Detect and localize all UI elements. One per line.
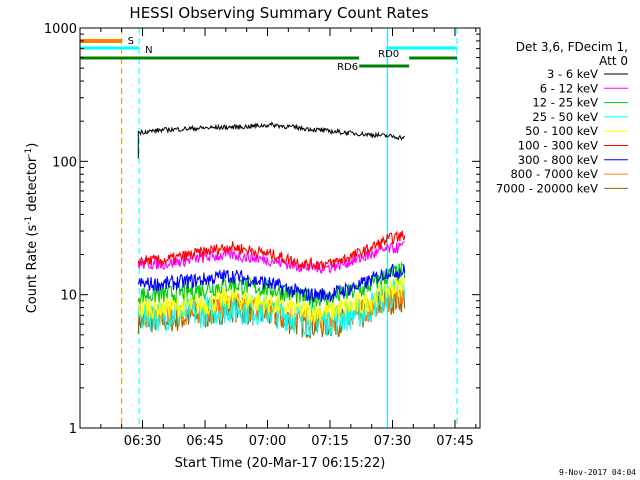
flag-bars: SN RD0 RD6 xyxy=(80,36,458,73)
x-tick-label-4: 07:30 xyxy=(374,434,411,449)
series-line-2 xyxy=(137,261,406,307)
legend-label-6: 300 - 800 keV xyxy=(518,153,598,167)
legend-header-line2: Att 0 xyxy=(599,54,628,68)
x-tick-label-2: 07:00 xyxy=(249,434,286,449)
flag-label-1: N xyxy=(145,45,152,56)
legend-label-8: 7000 - 20000 keV xyxy=(496,181,598,195)
legend-label-2: 12 - 25 keV xyxy=(532,96,598,110)
x-tick-label-5: 07:45 xyxy=(436,434,473,449)
y-tick-label-0: 1 xyxy=(69,422,77,437)
y-tick-label-2: 100 xyxy=(52,155,77,170)
series-line-4 xyxy=(137,274,406,323)
y-tick-label-3: 1000 xyxy=(44,22,77,37)
flag-label-0: S xyxy=(128,36,134,47)
axes: 1 10 100 1000 06:30 06:45 07:00 07:15 07:30 07:45 xyxy=(44,22,480,449)
series-line-5 xyxy=(137,230,406,271)
x-tick-label-0: 06:30 xyxy=(124,434,161,449)
y-axis-label-sup2: -1 xyxy=(24,148,34,157)
chart-title: HESSI Observing Summary Count Rates xyxy=(129,4,428,22)
y-axis-label-part3: ) xyxy=(25,143,40,148)
x-tick-label-3: 07:15 xyxy=(311,434,348,449)
series-line-6 xyxy=(137,263,406,303)
x-axis-label: Start Time (20-Mar-17 06:15:22) xyxy=(175,456,386,471)
y-axis-label: Count Rate (s-1 detector-1) xyxy=(24,143,40,314)
plot-frame xyxy=(79,27,481,429)
y-axis-label-part2: detector xyxy=(25,156,40,216)
vertical-markers xyxy=(79,28,458,428)
legend-label-7: 800 - 7000 keV xyxy=(510,167,598,181)
legend-label-0: 3 - 6 keV xyxy=(547,67,598,81)
series-line-3 xyxy=(137,277,406,338)
y-axis-label-part1: Count Rate (s xyxy=(25,225,40,314)
legend-header-line1: Det 3,6, FDecim 1, xyxy=(516,40,628,54)
flag-label-5: RD6 xyxy=(337,62,358,73)
x-tick-label-1: 06:45 xyxy=(186,434,223,449)
y-tick-label-1: 10 xyxy=(60,289,77,304)
legend-label-1: 6 - 12 keV xyxy=(540,81,598,95)
legend-label-4: 50 - 100 keV xyxy=(525,124,598,138)
y-axis-label-sup1: -1 xyxy=(24,216,34,225)
legend-label-5: 100 - 300 keV xyxy=(518,139,598,153)
timestamp: 9-Nov-2017 04:04 xyxy=(559,468,636,477)
flag-label-4: RD0 xyxy=(378,49,399,60)
legend-label-3: 25 - 50 keV xyxy=(532,110,598,124)
series-line-0 xyxy=(137,121,405,159)
series-group xyxy=(137,121,406,339)
